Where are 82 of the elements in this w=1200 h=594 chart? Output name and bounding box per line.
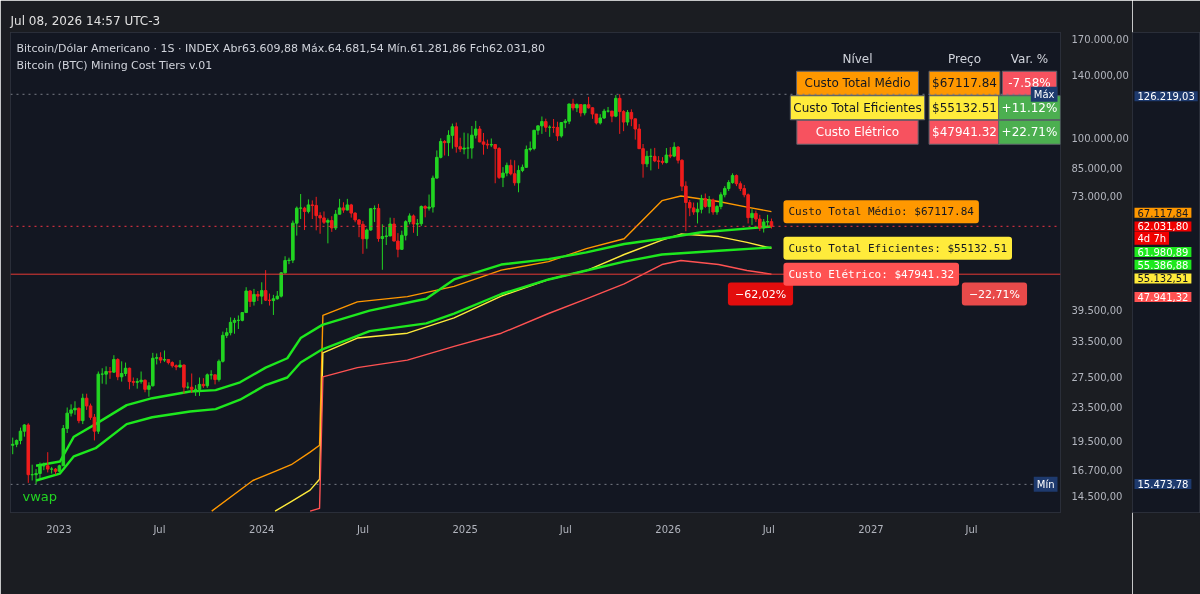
candlestick	[524, 145, 529, 169]
ref-line-label: Máx	[1033, 88, 1055, 100]
text: 55.386,88	[1137, 259, 1189, 271]
x-tick-label: 2023	[46, 523, 72, 535]
annotation: +11.12%	[1001, 100, 1058, 115]
text: 55.132,51	[1137, 273, 1189, 285]
candlestick	[116, 357, 120, 381]
candlestick	[73, 400, 77, 416]
candlestick	[256, 290, 260, 302]
candlestick	[108, 366, 112, 380]
annotation: Preço	[947, 51, 982, 66]
x-tick-label: 2026	[655, 523, 681, 535]
x-tick-label: Jul	[152, 523, 166, 535]
candlestick	[45, 451, 50, 473]
y-tick-label: 39.500,00	[1071, 305, 1123, 317]
text: 126.219,03	[1137, 91, 1195, 103]
y-tick-label: 19.500,00	[1071, 436, 1123, 448]
y-tick-label: 100.000,00	[1071, 132, 1129, 144]
y-tick-label: 14.500,00	[1071, 491, 1123, 503]
y-tick-label: 170.000,00	[1071, 33, 1129, 45]
candlestick	[178, 359, 182, 369]
candlestick	[259, 281, 264, 305]
annotation: −62,02%	[734, 287, 787, 301]
text: 67.117,84	[1137, 207, 1189, 219]
annotation: Custo Total Eficientes: $55132.51	[788, 241, 1008, 255]
annotation: Custo Total Eficientes	[793, 100, 922, 115]
candlestick	[119, 360, 124, 383]
text: 4d 7h	[1137, 232, 1167, 244]
candlestick	[182, 363, 186, 395]
candlestick	[470, 125, 474, 160]
candlestick	[361, 220, 365, 255]
candlestick	[326, 217, 330, 244]
candlestick	[540, 116, 544, 135]
annotation: Nível	[842, 51, 873, 66]
annotation: Custo Elétrico	[815, 125, 900, 140]
annotation: −22,71%	[968, 287, 1021, 301]
candlestick	[310, 199, 315, 220]
candlestick	[567, 103, 571, 125]
candlestick	[551, 118, 556, 134]
x-tick-label: Jul	[558, 523, 572, 535]
y-tick-label: 85.000,00	[1071, 162, 1123, 174]
x-tick-label: Jul	[355, 523, 369, 535]
candlestick	[750, 208, 754, 226]
text: 47.941,32	[1137, 291, 1189, 303]
candlestick	[252, 288, 256, 307]
candlestick	[139, 371, 143, 385]
annotation: vwap	[22, 489, 58, 504]
y-tick-label: 23.500,00	[1071, 401, 1123, 413]
ref-line-label: Mín	[1036, 478, 1055, 490]
text: Bitcoin/Dólar Americano · 1S · INDEX Abr63.609,88 Máx.64.681,54 Mín.61.281,86 Fch62.031,80	[16, 42, 545, 55]
candlestick	[298, 193, 303, 220]
text: 62.031,80	[1137, 221, 1189, 233]
text: 61.980,89	[1137, 246, 1189, 258]
candlestick	[174, 363, 178, 371]
annotation: Var. %	[1010, 51, 1049, 66]
text: Bitcoin (BTC) Mining Cost Tiers v.01	[16, 59, 213, 72]
y-tick-label: 16.700,00	[1071, 465, 1123, 477]
y-tick-label: 140.000,00	[1071, 70, 1129, 82]
candlestick	[493, 143, 497, 184]
x-tick-label: 2025	[452, 523, 478, 535]
candlestick	[314, 196, 318, 231]
y-tick-label: 73.000,00	[1071, 191, 1123, 203]
annotation: $67117.84	[932, 76, 997, 91]
text: 15.473,78	[1137, 479, 1189, 491]
x-tick-label: 2027	[858, 523, 884, 535]
candlestick	[610, 110, 614, 123]
candlestick	[104, 365, 108, 385]
candlestick	[462, 132, 466, 155]
annotation: $47941.32	[932, 125, 997, 140]
y-tick-label: 27.500,00	[1071, 372, 1123, 384]
x-tick-label: Jul	[964, 523, 978, 535]
candlestick	[263, 269, 268, 302]
annotation: Custo Total Médio: $67117.84	[788, 205, 975, 219]
text: Jul 08, 2026 14:57 UTC-3	[9, 13, 161, 28]
annotation: $55132.51	[932, 100, 997, 115]
x-tick-label: Jul	[761, 523, 775, 535]
annotation: Custo Elétrico: $47941.32	[788, 267, 955, 281]
annotation: Custo Total Médio	[804, 76, 911, 91]
y-tick-label: 33.500,00	[1071, 335, 1123, 347]
candlestick	[501, 166, 505, 188]
x-tick-label: 2024	[249, 523, 275, 535]
annotation: +22.71%	[1001, 125, 1058, 140]
